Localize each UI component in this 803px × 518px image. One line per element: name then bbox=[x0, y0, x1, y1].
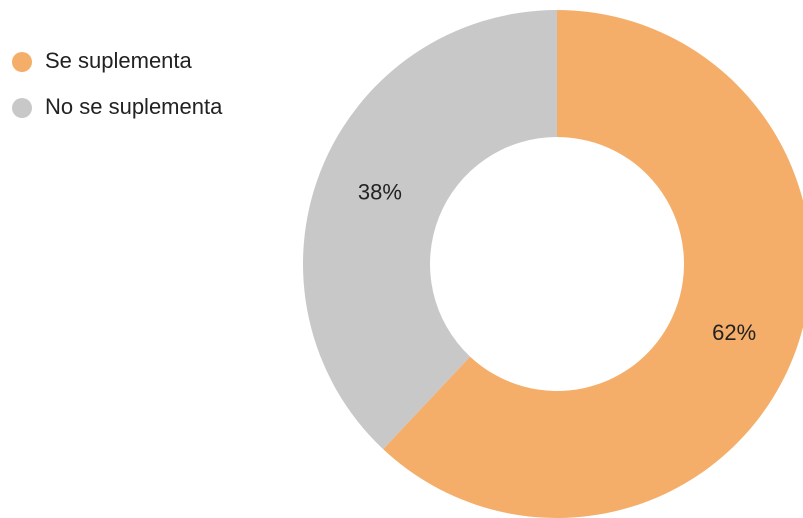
legend-label: No se suplementa bbox=[45, 94, 223, 119]
legend-label: Se suplementa bbox=[45, 48, 193, 73]
slice-label: 38% bbox=[358, 180, 402, 205]
legend-swatch bbox=[12, 98, 32, 118]
donut-slice bbox=[383, 10, 803, 518]
donut-slice bbox=[303, 10, 557, 450]
slice-label: 62% bbox=[712, 320, 756, 345]
legend-swatch bbox=[12, 52, 32, 72]
